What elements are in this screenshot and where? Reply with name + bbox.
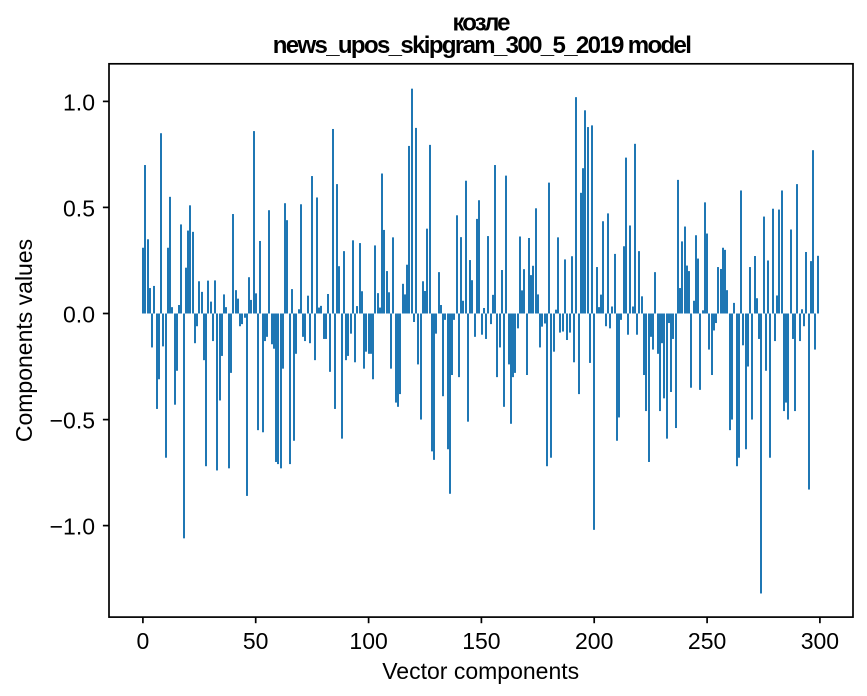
svg-text:news_upos_skipgram_300_5_2019: news_upos_skipgram_300_5_2019 model: [273, 32, 691, 59]
svg-text:козле: козле: [453, 10, 511, 37]
svg-text:50: 50: [243, 628, 269, 654]
svg-text:−0.5: −0.5: [50, 408, 95, 434]
svg-text:0: 0: [137, 628, 150, 654]
svg-text:−1.0: −1.0: [50, 514, 95, 540]
svg-text:150: 150: [462, 628, 500, 654]
svg-text:100: 100: [349, 628, 387, 654]
svg-text:1.0: 1.0: [63, 89, 95, 115]
svg-text:200: 200: [575, 628, 613, 654]
svg-text:0.5: 0.5: [63, 195, 95, 221]
svg-text:Components values: Components values: [11, 239, 37, 442]
svg-text:300: 300: [801, 628, 839, 654]
svg-text:0.0: 0.0: [63, 302, 95, 328]
svg-text:250: 250: [688, 628, 726, 654]
svg-text:Vector components: Vector components: [382, 658, 579, 684]
